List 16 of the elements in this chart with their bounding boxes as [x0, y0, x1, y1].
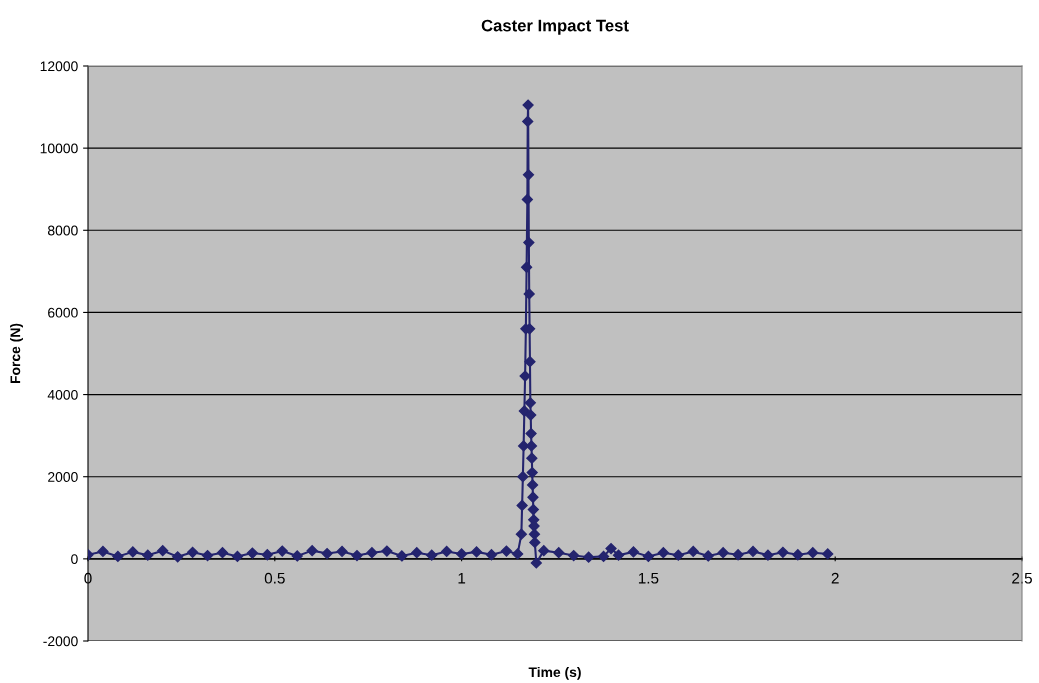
y-tick-label: 12000 [40, 61, 78, 72]
y-tick-label: 10000 [40, 143, 78, 154]
y-tick-label: -2000 [43, 636, 78, 647]
y-tick-label: 8000 [47, 225, 78, 236]
y-tick-label: 4000 [47, 389, 78, 400]
y-tick-label: 0 [71, 554, 78, 565]
x-axis-title: Time (s) [528, 666, 581, 680]
y-tick-label: 6000 [48, 307, 78, 318]
x-tick-label: 2.5 [1012, 572, 1032, 584]
x-tick-label: 1 [458, 572, 466, 584]
y-tick-label: 2000 [48, 472, 78, 482]
y-axis-title: Force (N) [10, 323, 23, 384]
x-tick-label: 1.5 [638, 572, 659, 584]
x-tick-label: 2 [831, 572, 839, 584]
x-tick-label: 0.5 [264, 572, 285, 584]
chart-title: Caster Impact Test [481, 19, 629, 35]
